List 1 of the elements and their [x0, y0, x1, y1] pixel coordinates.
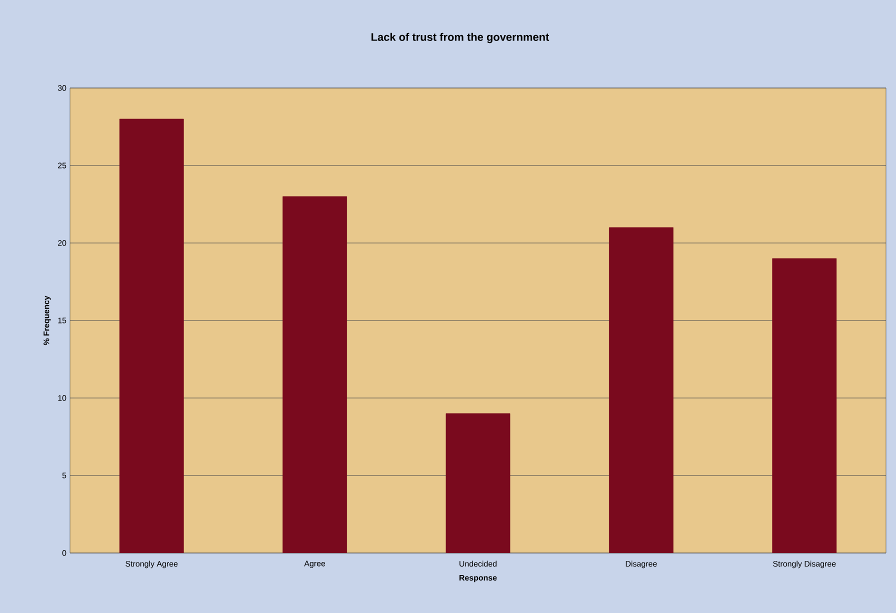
chart-title: Lack of trust from the government [372, 32, 550, 44]
